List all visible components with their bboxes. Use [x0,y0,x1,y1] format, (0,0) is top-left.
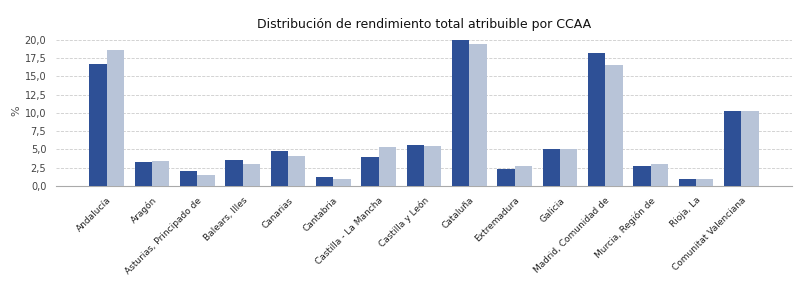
Bar [226,160,242,186]
Bar [678,179,696,186]
Bar [270,151,288,186]
Bar [106,50,124,186]
Bar [606,64,622,186]
Bar [334,179,350,186]
Bar [198,175,214,186]
Bar [424,146,442,186]
Bar [650,164,668,186]
Bar [316,177,334,186]
Bar [378,147,396,186]
Bar [724,111,742,186]
Bar [588,53,606,186]
Bar [152,161,170,186]
Bar [634,166,650,186]
Bar [470,44,486,186]
Bar [452,40,470,186]
Bar [742,111,758,186]
Bar [696,179,714,186]
Y-axis label: %: % [12,106,22,116]
Bar [560,149,578,186]
Bar [242,164,260,186]
Bar [498,169,514,186]
Bar [90,64,106,186]
Bar [288,156,306,186]
Bar [362,157,378,186]
Bar [406,145,424,186]
Title: Distribución de rendimiento total atribuible por CCAA: Distribución de rendimiento total atribu… [257,18,591,31]
Bar [180,171,198,186]
Bar [134,162,152,186]
Bar [542,149,560,186]
Bar [514,166,532,186]
